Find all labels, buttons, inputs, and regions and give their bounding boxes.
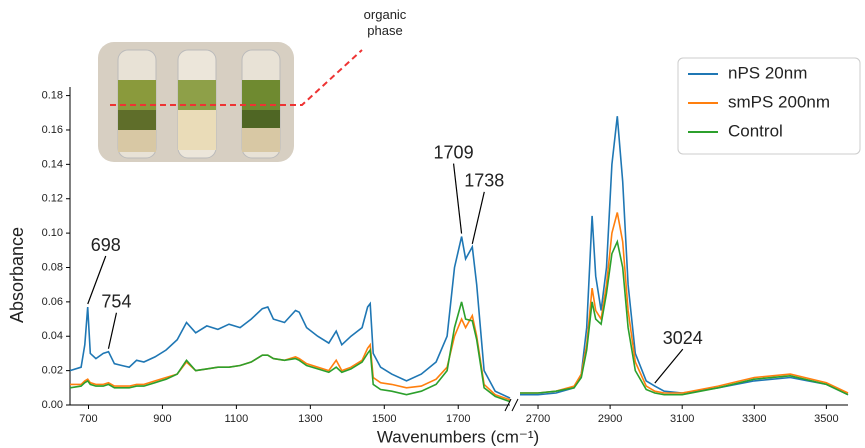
spectrum-line — [520, 213, 848, 394]
y-tick-label: 0.18 — [42, 90, 63, 102]
annotation-arrow — [655, 349, 683, 383]
annotation: 754 — [101, 291, 131, 311]
x-tick-label: 3300 — [742, 413, 766, 425]
spectrum-line — [520, 242, 848, 395]
annotation: 1738 — [464, 171, 504, 191]
y-tick-label: 0.12 — [42, 193, 63, 205]
x-tick-label: 1100 — [225, 413, 249, 425]
photo-inset — [98, 42, 362, 162]
y-tick-label: 0.04 — [42, 330, 63, 342]
x-tick-label: 1300 — [298, 413, 322, 425]
annotation: 3024 — [663, 328, 703, 348]
x-tick-label: 3100 — [670, 413, 694, 425]
x-tick-label: 1500 — [372, 413, 396, 425]
y-tick-label: 0.06 — [42, 296, 63, 308]
spectrum-line — [70, 316, 510, 400]
x-tick-label: 900 — [153, 413, 171, 425]
y-tick-label: 0.00 — [42, 399, 63, 411]
annotation-arrow — [472, 192, 484, 244]
x-tick-label: 700 — [79, 413, 97, 425]
y-tick-label: 0.14 — [42, 158, 63, 170]
x-tick-label: 3500 — [814, 413, 838, 425]
x-axis-label: Wavenumbers (cm⁻¹) — [377, 427, 539, 446]
chart: organicphase Absorbance Wavenumbers (cm⁻… — [0, 0, 865, 448]
x-tick-label: 2700 — [526, 413, 550, 425]
x-tick-label: 1700 — [446, 413, 470, 425]
annotation-arrow — [454, 164, 462, 234]
legend-label: nPS 20nm — [728, 63, 807, 82]
x-tick-label: 2900 — [598, 413, 622, 425]
y-axis-label: Absorbance — [7, 227, 27, 323]
legend-label: Control — [728, 121, 783, 140]
y-tick-label: 0.10 — [42, 227, 63, 239]
annotation-arrow — [108, 313, 116, 349]
y-tick-label: 0.08 — [42, 261, 63, 273]
y-tick-label: 0.02 — [42, 365, 63, 377]
legend-label: smPS 200nm — [728, 92, 830, 111]
annotation: 1709 — [434, 142, 474, 162]
y-tick-label: 0.16 — [42, 124, 63, 136]
spectrum-line — [520, 116, 848, 395]
annotation: 698 — [91, 235, 121, 255]
